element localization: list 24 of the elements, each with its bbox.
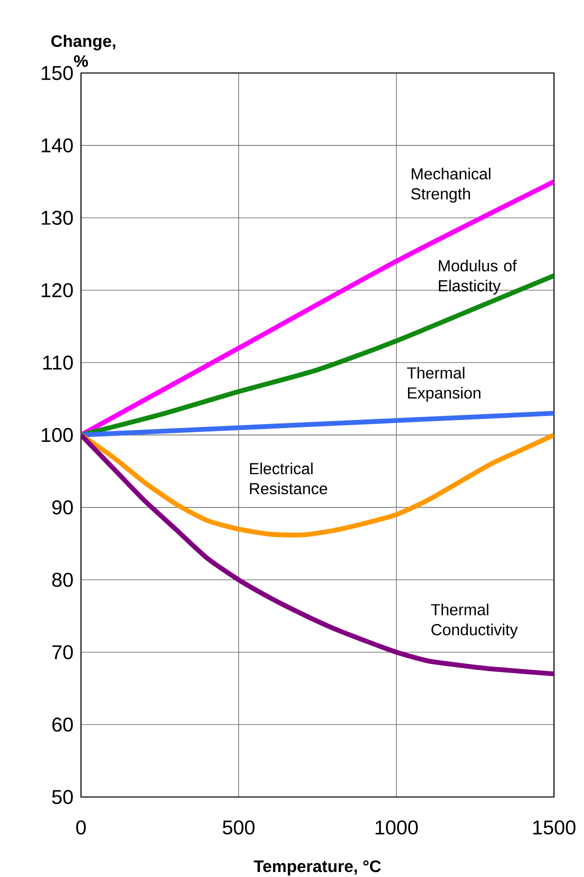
series-label: Mechanical Strength xyxy=(411,168,490,203)
series-label: Thermal Expansion xyxy=(407,366,480,402)
text: Electrical Resistance xyxy=(250,462,328,494)
y-tick-label: 80 xyxy=(52,572,73,587)
y-tick-label: 130 xyxy=(42,210,73,225)
line-series xyxy=(81,432,554,538)
x-tick-label: 0 xyxy=(76,820,86,835)
series-label: Thermal Conductivity xyxy=(431,604,518,639)
line-series xyxy=(81,410,554,438)
y-tick-label: 140 xyxy=(42,138,73,152)
y-tick-label: 60 xyxy=(52,718,73,732)
y-tick-label: 50 xyxy=(52,790,73,804)
y-axis-title: Change, % xyxy=(51,34,116,67)
y-tick-label: 100 xyxy=(42,428,73,442)
y-tick-label: 70 xyxy=(52,645,73,660)
line-series xyxy=(81,432,554,676)
y-tick-label: 110 xyxy=(43,356,73,370)
x-tick-label: 1000 xyxy=(376,820,418,835)
x-tick-label: 500 xyxy=(222,820,255,835)
x-tick-label: 1500 xyxy=(533,820,576,835)
y-tick-label: 150 xyxy=(42,66,73,80)
y-tick-label: 90 xyxy=(52,500,73,514)
x-axis-title: Temperature, °C xyxy=(254,860,381,876)
y-tick-label: 120 xyxy=(42,283,73,298)
